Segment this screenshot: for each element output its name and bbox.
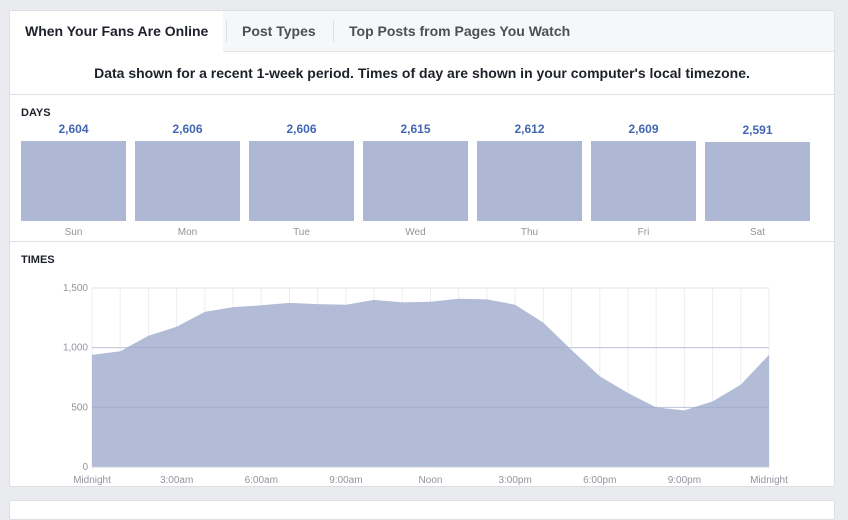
x-tick-label: Noon — [419, 475, 443, 486]
day-value: 2,606 — [286, 122, 317, 136]
day-value: 2,591 — [742, 123, 773, 137]
times-area-chart: 0 500 1,000 1,500 Midnight 3:00am 6:00am 9:00am… — [63, 283, 788, 486]
y-tick-label: 500 — [71, 402, 88, 413]
insights-card: When Your Fans Are Online Post Types Top… — [9, 10, 835, 487]
day-bar[interactable] — [249, 141, 354, 221]
x-tick-label: Midnight — [750, 475, 788, 486]
x-tick-label: 9:00am — [329, 475, 362, 486]
tab-post-types[interactable]: Post Types — [242, 23, 316, 39]
tab-fans-online[interactable]: When Your Fans Are Online — [10, 11, 224, 52]
x-tick-label: 3:00pm — [498, 475, 531, 486]
x-tick-label: 3:00am — [160, 475, 193, 486]
x-tick-label: 6:00pm — [583, 475, 616, 486]
x-tick-label: 9:00pm — [668, 475, 701, 486]
day-label: Sat — [749, 227, 765, 238]
x-tick-label: Midnight — [73, 475, 111, 486]
day-bar[interactable] — [477, 141, 582, 221]
day-value: 2,609 — [628, 122, 659, 136]
day-bar[interactable] — [135, 141, 240, 221]
day-label: Fri — [637, 227, 650, 238]
timezone-notice: Data shown for a recent 1-week period. T… — [10, 52, 834, 95]
day-bar[interactable] — [705, 142, 810, 221]
day-value: 2,615 — [400, 122, 431, 136]
day-bar[interactable] — [21, 141, 126, 221]
next-card — [9, 500, 835, 520]
day-value: 2,612 — [514, 122, 545, 136]
times-area-series — [92, 298, 769, 467]
day-label: Wed — [405, 227, 426, 238]
day-value: 2,604 — [58, 122, 89, 136]
tab-top-posts[interactable]: Top Posts from Pages You Watch — [349, 23, 571, 39]
days-bar-chart: 2,604 Sun 2,606 Mon 2,606 Tue 2,615 Wed 2,612 Thu… — [21, 121, 821, 241]
y-tick-label: 1,500 — [63, 283, 88, 294]
day-bar[interactable] — [591, 141, 696, 221]
tab-separator — [226, 20, 227, 42]
times-section-label: TIMES — [21, 254, 55, 266]
tab-bar: When Your Fans Are Online Post Types Top… — [10, 11, 834, 52]
day-bar[interactable] — [363, 141, 468, 221]
y-tick-label: 1,000 — [63, 343, 88, 354]
section-divider — [10, 241, 834, 242]
x-tick-label: 6:00am — [245, 475, 278, 486]
day-value: 2,606 — [172, 122, 203, 136]
day-label: Thu — [520, 227, 539, 238]
day-label: Mon — [177, 227, 198, 238]
y-tick-label: 0 — [82, 462, 88, 473]
day-label: Tue — [293, 227, 310, 238]
day-label: Sun — [64, 227, 83, 238]
tab-separator — [333, 20, 334, 42]
days-section-label: DAYS — [21, 107, 51, 119]
